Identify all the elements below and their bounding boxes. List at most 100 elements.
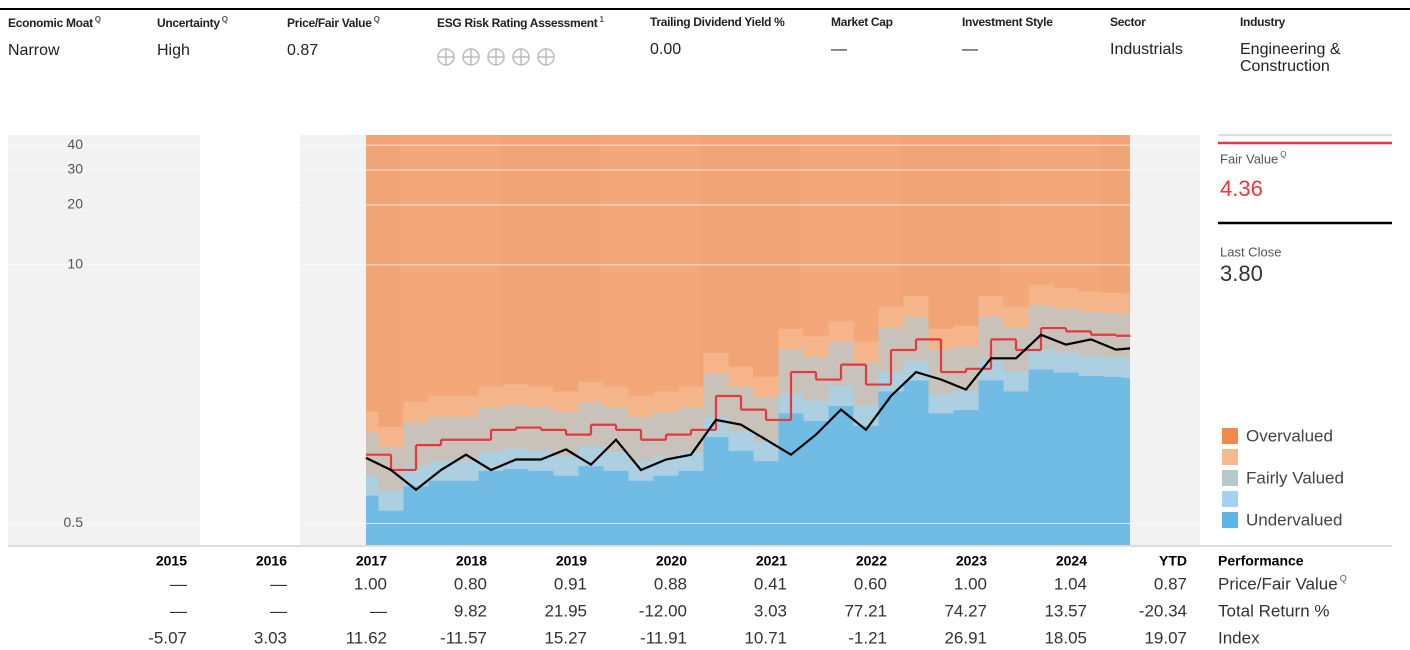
table-cell: 1.04 (1054, 574, 1087, 593)
table-cell: 18.05 (1044, 628, 1087, 647)
header-label: Sector (1110, 15, 1230, 29)
row-label: Index (1218, 628, 1260, 647)
table-header: 2020 (656, 553, 687, 569)
header-value: Industrials (1110, 41, 1183, 58)
row-badge: Q (1340, 573, 1347, 583)
band-column (853, 425, 879, 545)
band-column (728, 450, 754, 545)
table-header: 2023 (956, 553, 987, 569)
top-rule (0, 8, 1410, 10)
table-header: 2022 (856, 553, 887, 569)
legend-swatch (1222, 512, 1238, 528)
header-column: ESG Risk Rating Assessment 1 (437, 15, 637, 30)
table-cell: 19.07 (1144, 628, 1187, 647)
table-cell: 15.27 (544, 628, 587, 647)
table-cell: -11.91 (640, 628, 687, 647)
header-label-text: Trailing Dividend Yield % (650, 15, 785, 29)
price-line (365, 333, 1131, 492)
legend-swatch (1222, 428, 1238, 444)
table-header: 2019 (556, 553, 587, 569)
table-cell: -12.00 (639, 601, 687, 620)
table-cell: -11.57 (440, 628, 487, 647)
legend-badge: Q (1280, 150, 1286, 159)
panel-value: 4.36 (1220, 176, 1263, 201)
table-cell: 0.88 (654, 574, 687, 593)
legend-label: Fair Value (1220, 151, 1278, 166)
header-column: Market Cap — (831, 15, 951, 58)
table-header: 2015 (156, 553, 187, 569)
band-column (1078, 376, 1104, 545)
table-title: Performance (1218, 553, 1304, 569)
header-label-text: Industry (1240, 15, 1285, 29)
header-note: 1 (599, 15, 604, 24)
table-header: 2017 (356, 553, 387, 569)
table-cell: -5.07 (148, 628, 187, 647)
legend-label: Overvalued (1246, 426, 1333, 445)
y-tick-label: 40 (67, 136, 83, 152)
table-cell: 10.71 (744, 628, 787, 647)
y-tick-label: 10 (67, 256, 83, 272)
header-label: Industry (1240, 15, 1360, 29)
header-label-text: Price/Fair Value (287, 16, 372, 30)
band-column (1123, 377, 1130, 545)
header-label: Market Cap (831, 15, 951, 29)
band-column (453, 480, 479, 545)
header-column: Investment Style — (962, 15, 1102, 58)
esg-icons (437, 48, 555, 66)
table-header: 2016 (256, 553, 287, 569)
table-cell: — (270, 574, 287, 593)
band-column (1003, 391, 1029, 545)
header-column: Sector Industrials (1110, 15, 1230, 58)
header-value: 0.00 (650, 41, 682, 58)
band-column (878, 391, 904, 545)
legend-swatch (1222, 491, 1238, 507)
header-column: Industry Engineering & Construction (1240, 15, 1360, 75)
table-cell: 21.95 (544, 601, 587, 620)
band-column (553, 475, 579, 545)
header-column: Uncertainty Q High (157, 15, 277, 59)
table-cell: — (370, 601, 387, 620)
y-tick-label: 30 (67, 161, 83, 177)
table-cell: — (270, 601, 287, 620)
band-column (1028, 369, 1054, 545)
band-column (678, 470, 704, 545)
header-label-text: Uncertainty (157, 16, 220, 30)
table-cell: 13.57 (1044, 601, 1087, 620)
header-value: Narrow (8, 42, 60, 59)
band-column (953, 410, 979, 545)
legend-swatch (1222, 470, 1238, 486)
row-label: Total Return % (1218, 601, 1330, 620)
table-cell: 0.80 (454, 574, 487, 593)
band-column (428, 480, 454, 545)
legend-swatch (1222, 449, 1238, 465)
header-value: 0.87 (287, 42, 319, 59)
band-column (528, 470, 554, 545)
header-label-text: Sector (1110, 15, 1146, 29)
table-cell: 1.00 (954, 574, 987, 593)
band-column (1103, 376, 1123, 545)
header-value: High (157, 42, 190, 59)
header-label: Uncertainty Q (157, 15, 277, 30)
table-cell: 26.91 (944, 628, 987, 647)
table-cell: 11.62 (346, 628, 387, 647)
table-cell: 77.21 (844, 601, 887, 620)
header-column: Price/Fair Value Q 0.87 (287, 15, 427, 59)
band-column (653, 475, 679, 545)
header-label: Investment Style (962, 15, 1102, 29)
band-column (778, 413, 804, 545)
band-column (928, 413, 954, 545)
table-cell: -20.34 (1139, 601, 1187, 620)
y-tick-label: 0.5 (64, 514, 84, 530)
column-shade (8, 135, 200, 545)
band-column (478, 470, 504, 545)
header-label-text: Market Cap (831, 15, 893, 29)
panel-value: 3.80 (1220, 261, 1263, 286)
row-label: Price/Fair Value (1218, 574, 1338, 593)
header-label: ESG Risk Rating Assessment 1 (437, 15, 637, 30)
header-label-text: ESG Risk Rating Assessment (437, 16, 598, 30)
header-label-text: Investment Style (962, 15, 1053, 29)
table-header: 2018 (456, 553, 487, 569)
table-cell: 0.91 (554, 574, 587, 593)
